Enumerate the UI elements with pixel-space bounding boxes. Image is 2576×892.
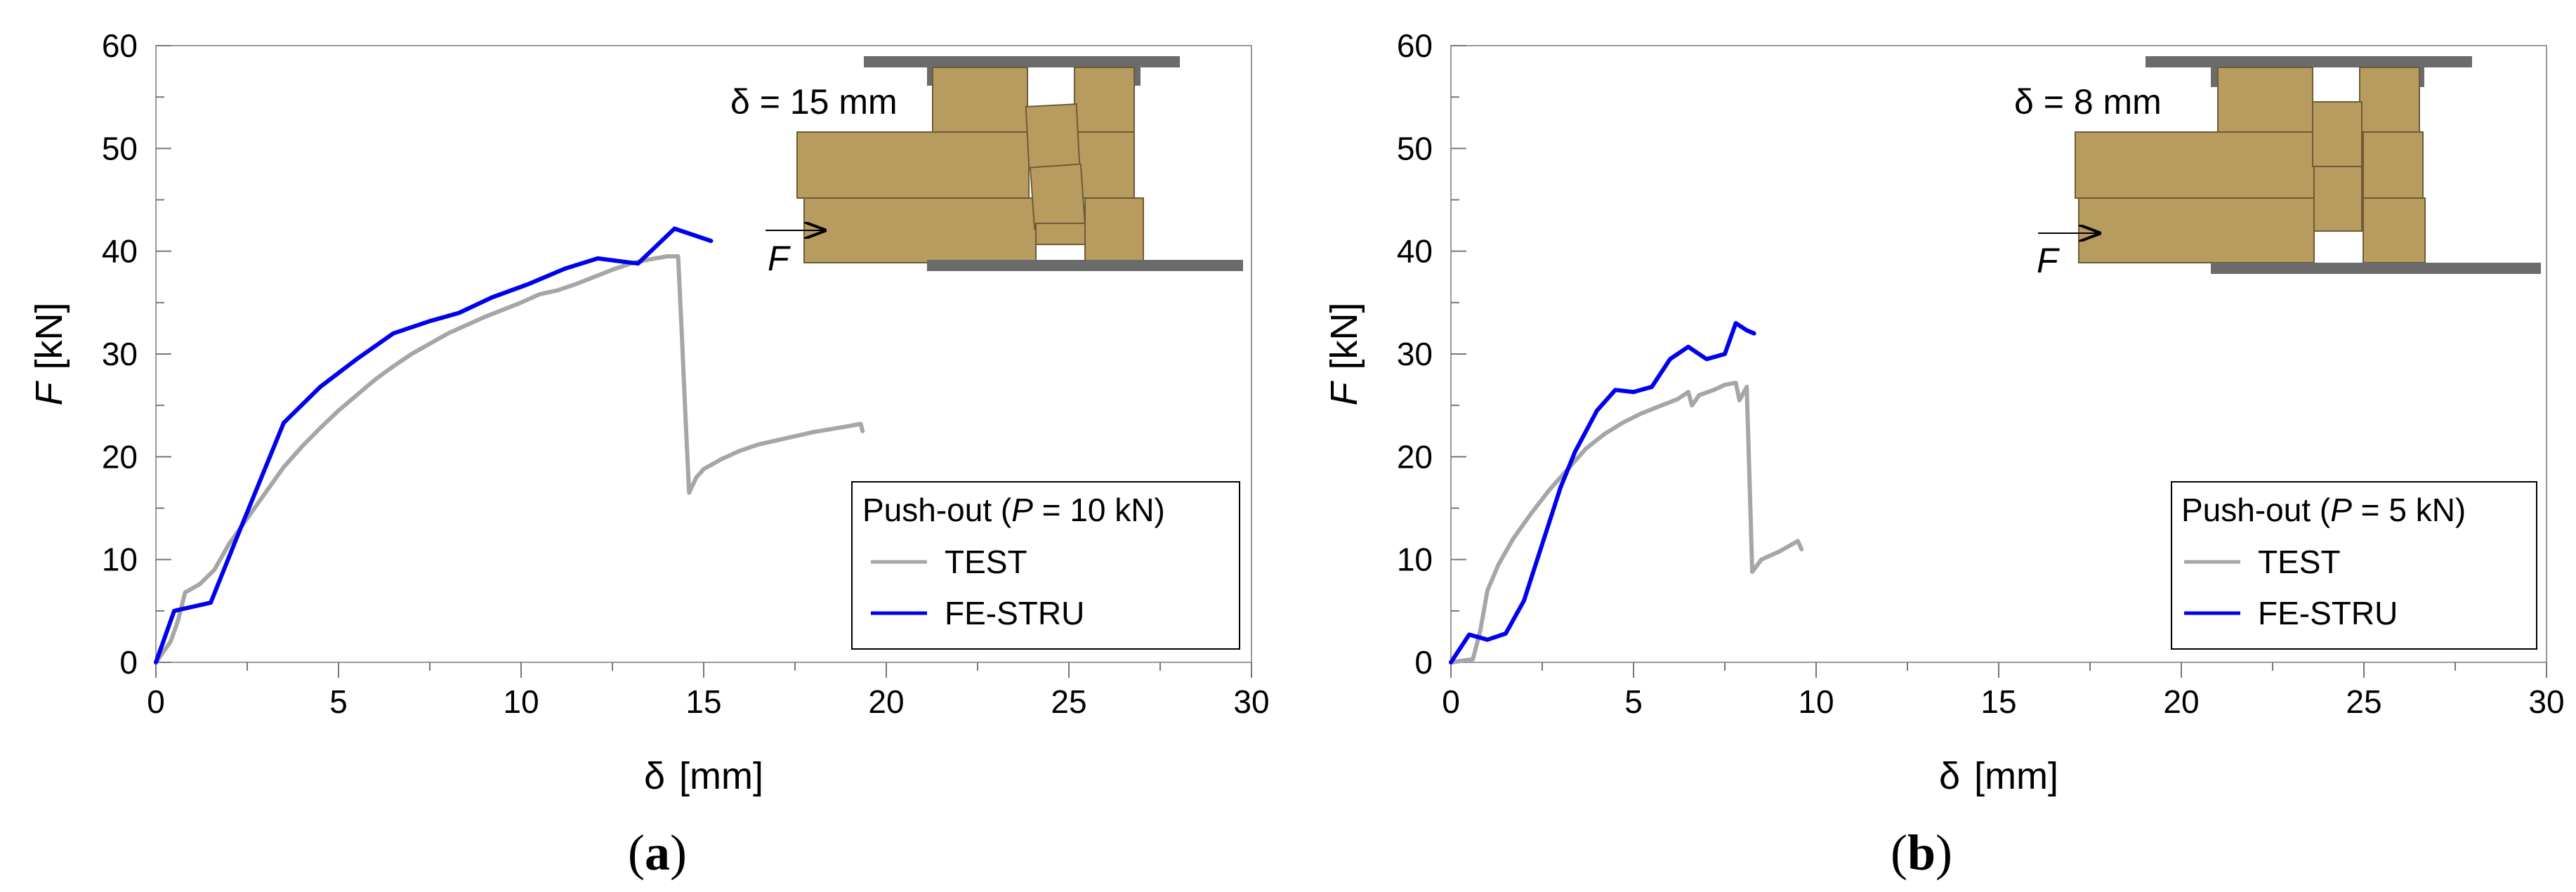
x-axis-title: δ [mm]	[644, 755, 763, 797]
y-tick-label: 10	[1397, 542, 1433, 578]
inset-displacement-label: δ = 8 mm	[2014, 82, 2162, 122]
x-tick-label: 30	[2528, 683, 2564, 720]
series-line-test	[154, 254, 865, 664]
y-axis-title: F[kN]	[1323, 302, 1365, 405]
legend-label-test: TEST	[945, 544, 1027, 580]
series-line-fe-stru	[1449, 321, 1756, 664]
timber-block	[2217, 67, 2313, 134]
timber-block	[803, 197, 1037, 263]
legend-box	[851, 481, 1240, 650]
x-tick-label: 10	[503, 683, 539, 720]
x-tick-label: 15	[1980, 683, 2016, 720]
x-tick-label: 25	[1051, 683, 1086, 720]
connector-block	[2313, 166, 2363, 232]
timber-block	[2363, 197, 2426, 263]
y-tick-label: 50	[1397, 130, 1433, 166]
y-tick-label: 0	[119, 644, 138, 681]
legend-box	[2171, 481, 2537, 650]
y-tick-label: 20	[1397, 438, 1433, 475]
x-tick-label: 20	[868, 683, 904, 720]
x-tick-label: 15	[685, 683, 721, 720]
timber-block	[2363, 131, 2424, 199]
inset-displacement-label: δ = 15 mm	[730, 82, 898, 122]
legend-title: Push-out (P = 5 kN)	[2181, 492, 2466, 528]
y-tick-label: 40	[1397, 233, 1433, 270]
x-tick-label: 10	[1798, 683, 1834, 720]
legend: Push-out (P = 5 kN) TEST FE-STRU	[2171, 481, 2537, 650]
legend-label-fe-stru: FE-STRU	[945, 595, 1084, 631]
y-tick-label: 50	[102, 130, 138, 166]
x-tick-label: 30	[1233, 683, 1269, 720]
connector-block	[2312, 101, 2363, 167]
chart-panel-b: 0 5 10 15 20 25 30 0 10 20 30 40 50 60 F δ = 8 mm Pu…	[1323, 27, 2565, 881]
timber-block	[796, 131, 1030, 199]
timber-block	[1084, 197, 1144, 263]
x-tick-label: 0	[1442, 683, 1460, 720]
timber-block	[932, 67, 1028, 134]
connector-block	[1025, 103, 1081, 169]
timber-block	[2078, 197, 2315, 263]
y-ticks: 0 10 20 30 40 50 60	[102, 27, 171, 681]
inset-force-label: F	[768, 239, 791, 278]
x-tick-label: 20	[2163, 683, 2199, 720]
legend-label-test: TEST	[2258, 544, 2341, 580]
series-line-fe-stru	[154, 226, 714, 664]
y-tick-label: 40	[102, 233, 138, 270]
x-tick-label: 25	[2346, 683, 2381, 720]
y-tick-label: 10	[102, 542, 138, 578]
series-group	[154, 226, 865, 664]
series-line-test	[1449, 381, 1804, 664]
x-ticks: 0 5 10 15 20 25 30	[147, 662, 1270, 720]
y-tick-label: 30	[1397, 336, 1433, 372]
top-plate	[864, 56, 1180, 67]
specimen-inset: F δ = 15 mm	[730, 56, 1243, 278]
y-ticks: 0 10 20 30 40 50 60	[1397, 27, 1466, 681]
top-plate	[2145, 56, 2472, 67]
bottom-plate	[2211, 263, 2541, 274]
timber-block	[1077, 131, 1135, 199]
y-tick-label: 30	[102, 336, 138, 372]
timber-block	[1074, 67, 1135, 134]
y-tick-label: 20	[102, 438, 138, 475]
legend-title: Push-out (P = 10 kN)	[862, 492, 1165, 528]
y-axis-title: F[kN]	[28, 302, 70, 405]
panel-label: (b)	[1891, 825, 1952, 881]
specimen-inset: F δ = 8 mm	[2014, 56, 2541, 280]
panel-label: (a)	[628, 825, 687, 881]
x-tick-label: 5	[1624, 683, 1643, 720]
x-ticks: 0 5 10 15 20 25 30	[1442, 662, 2565, 720]
inset-force-label: F	[2037, 241, 2060, 280]
series-group	[1449, 321, 1804, 664]
connector-block	[1029, 163, 1086, 230]
y-tick-label: 60	[1397, 27, 1433, 64]
x-axis-title: δ [mm]	[1939, 755, 2058, 797]
timber-block	[2075, 131, 2315, 199]
x-tick-label: 5	[329, 683, 348, 720]
timber-block	[2359, 67, 2420, 134]
connector-block	[1035, 223, 1086, 245]
bottom-plate	[927, 260, 1243, 271]
legend: Push-out (P = 10 kN) TEST FE-STRU	[851, 481, 1240, 650]
y-tick-label: 60	[102, 27, 138, 64]
legend-label-fe-stru: FE-STRU	[2258, 595, 2398, 631]
x-tick-label: 0	[147, 683, 165, 720]
y-tick-label: 0	[1414, 644, 1433, 681]
